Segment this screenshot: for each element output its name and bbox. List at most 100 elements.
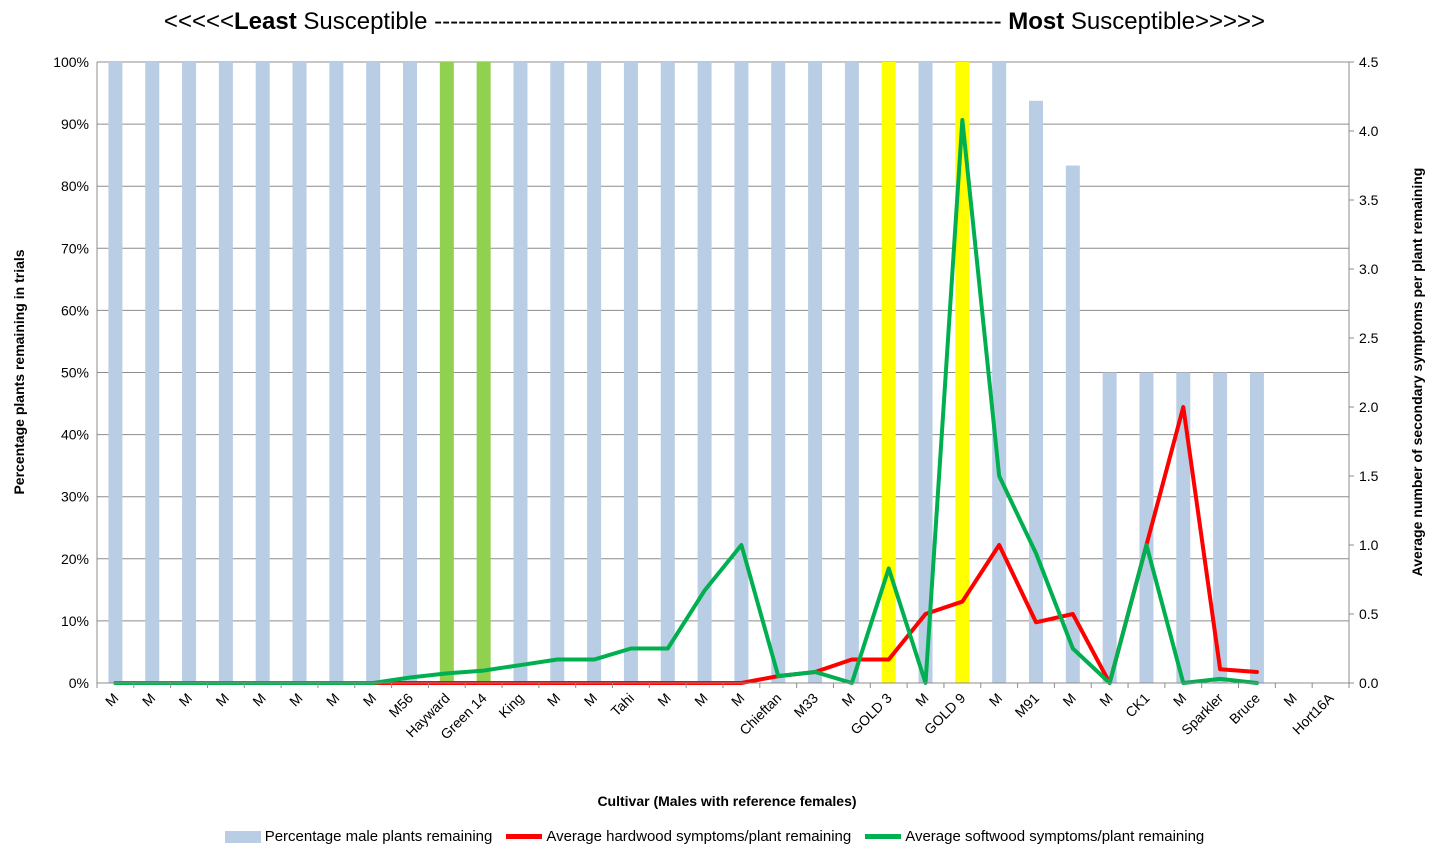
bar [844,62,859,683]
title-most: Most [1008,8,1065,35]
y-right-tick-label: 0.5 [1359,606,1379,622]
x-tick-label: M [691,690,711,710]
y-axis-left-label: Percentage plants remaining in trials [11,249,27,494]
hardwood-series-line [113,405,1259,685]
bar [1213,372,1228,683]
x-tick-label: M [1096,690,1116,710]
bar [1102,372,1117,683]
x-tick-label: Tahi [608,690,637,719]
x-tick-label: M [1280,690,1300,710]
bar [918,62,933,683]
bar [145,62,160,683]
bar [587,62,602,683]
grid-layer [97,61,1349,684]
title-prefix: <<<<< [163,8,234,35]
x-tick-label: CK1 [1122,690,1153,721]
y-right-tick-label: 3.5 [1359,192,1379,208]
bar [623,62,638,683]
title-dashes: ----------------------------------------… [434,8,1002,35]
bar [108,62,123,683]
bar [550,62,565,683]
y-right-tick-label: 1.5 [1359,468,1379,484]
x-tick-label: M56 [386,690,417,721]
y-left-tick-label: 90% [61,116,89,132]
legend-item-bars: Percentage male plants remaining [224,828,493,845]
y-right-tick-label: 1.0 [1359,537,1379,553]
x-tick-label: King [495,690,526,721]
x-tick-label: M [102,690,122,710]
x-tick-label: M [581,690,601,710]
bar [255,62,270,683]
bar [403,62,417,683]
y-left-tick-label: 80% [61,178,89,194]
x-tick-label: M [249,690,269,710]
bar [734,62,749,683]
x-tick-label: M [360,690,380,710]
legend-label-softwood: Average softwood symptoms/plant remainin… [905,828,1205,845]
bar [1065,165,1080,684]
y-right-tick-label: 0.0 [1359,675,1379,691]
bar [439,62,454,683]
bar [292,62,307,683]
x-tick-label: Sparkler [1178,690,1226,738]
legend-label-hardwood: Average hardwood symptoms/plant remainin… [546,828,852,845]
chart-legend: Percentage male plants remaining Average… [0,828,1429,845]
bar [955,62,970,683]
legend-swatch-hardwood [506,834,543,839]
legend-swatch-softwood [865,834,902,839]
y-right-tick-label: 4.0 [1359,123,1379,139]
x-tick-label: M [323,690,343,710]
x-tick-label: M [544,690,564,710]
y-left-tick-label: 70% [61,240,89,256]
chart-title: <<<<<Least Susceptible -----------------… [0,8,1429,36]
bar [366,62,381,683]
bar [1249,372,1264,683]
bar [660,62,675,683]
title-most-rest: Susceptible>>>>> [1064,8,1266,35]
x-tick-label: M [654,690,674,710]
x-tick-label: M [1170,690,1190,710]
x-tick-label: Hort16A [1289,689,1337,737]
bar [476,62,491,683]
y-right-tick-label: 2.0 [1359,399,1379,415]
legend-swatch-bars [224,830,261,843]
x-tick-label: M [176,690,196,710]
x-tick-label: M33 [791,690,822,721]
bar [1029,100,1043,683]
title-least-rest: Susceptible [296,8,435,35]
legend-label-bars: Percentage male plants remaining [264,828,493,845]
bar [992,62,1007,683]
x-tick-label: M91 [1012,690,1043,721]
y-right-tick-label: 2.5 [1359,330,1379,346]
y-left-tick-label: 40% [61,427,89,443]
x-tick-label: GOLD 3 [847,690,895,738]
x-tick-label: M [728,690,748,710]
softwood-series-line [113,117,1259,685]
y-left-tick-label: 0% [69,675,89,691]
y-right-tick-label: 3.0 [1359,261,1379,277]
x-tick-label: M [986,690,1006,710]
y-left-tick-label: 60% [61,302,89,318]
y-left-tick-label: 10% [61,613,89,629]
bar [218,62,233,683]
x-axis-label: Cultivar (Males with reference females) [597,793,856,809]
legend-item-softwood: Average softwood symptoms/plant remainin… [865,828,1204,845]
y-left-tick-label: 20% [61,551,89,567]
x-tick-label: M [286,690,306,710]
bar-layer [108,62,1264,684]
bar [329,62,344,683]
line-layer [113,117,1259,685]
x-tick-label: GOLD 9 [921,690,969,738]
x-tick-label: M [139,690,159,710]
bar [697,62,712,683]
y-left-tick-label: 50% [61,365,89,381]
bar [771,62,786,683]
x-tick-label: Bruce [1226,690,1263,727]
x-tick-label: M [838,690,858,710]
bar [513,62,528,683]
y-axis-right-label: Average number of secondary symptoms per… [1409,168,1425,577]
bar [881,62,896,683]
y-left-tick-label: 100% [53,54,89,70]
